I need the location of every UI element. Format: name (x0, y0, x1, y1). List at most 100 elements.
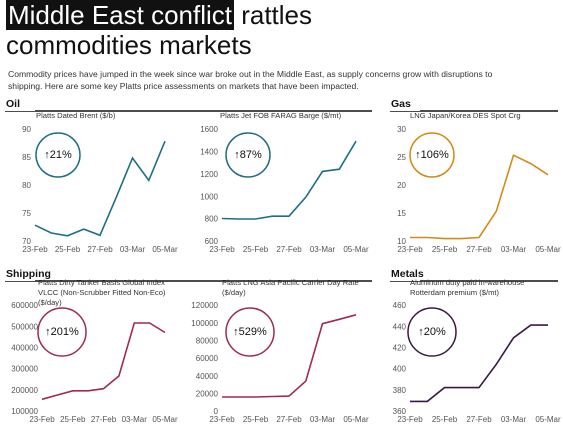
y-tick-label: 75 (22, 209, 31, 218)
y-tick-label: 400 (393, 365, 407, 374)
annotation: ↑201% (45, 326, 79, 338)
subtitle: Commodity prices have jumped in the week… (8, 69, 493, 91)
y-tick-label: 460 (393, 301, 407, 310)
section-tab (390, 98, 420, 111)
annotation: ↑529% (233, 326, 267, 338)
x-tick-label: 05-Mar (152, 415, 178, 424)
y-tick-label: 20000 (196, 389, 219, 398)
x-tick-label: 05-Mar (343, 415, 369, 424)
annotation: ↑21% (44, 149, 72, 161)
chart-title: Platts Dirty Tanker Basis Global Index V… (38, 278, 166, 307)
section-label: Metals (391, 268, 424, 280)
title-highlight: Middle East conflict (6, 0, 234, 30)
x-tick-label: 03-Mar (120, 245, 146, 254)
y-tick-label: 10 (397, 237, 406, 246)
y-tick-label: 15 (397, 209, 406, 218)
chart-title: Platts Jet FOB FARAG Barge ($/mt) (220, 111, 342, 120)
x-tick-label: 25-Feb (60, 415, 86, 424)
annotation: ↑20% (418, 326, 446, 338)
y-tick-label: 360 (393, 407, 407, 416)
y-tick-label: 1600 (200, 125, 218, 134)
x-tick-label: 05-Mar (535, 415, 561, 424)
y-tick-label: 400000 (11, 344, 38, 353)
x-tick-label: 23-Feb (397, 415, 423, 424)
x-tick-label: 23-Feb (209, 245, 235, 254)
annotation-circle (35, 132, 81, 178)
section-tab (5, 268, 35, 281)
line (34, 140, 166, 237)
y-tick-label: 60000 (196, 354, 219, 363)
x-tick-label: 03-Mar (501, 245, 527, 254)
x-tick-label: 23-Feb (29, 415, 55, 424)
chart-title: Platts Dated Brent ($/b) (36, 111, 116, 120)
y-tick-label: 100000 (11, 407, 38, 416)
y-tick-label: 500000 (11, 322, 38, 331)
x-tick-label: 23-Feb (22, 245, 48, 254)
y-tick-label: 1000 (200, 192, 218, 201)
x-tick-label: 25-Feb (432, 415, 458, 424)
y-tick-label: 25 (397, 153, 406, 162)
x-tick-label: 03-Mar (501, 415, 527, 424)
y-tick-label: 300000 (11, 365, 38, 374)
x-tick-label: 23-Feb (397, 245, 423, 254)
title-rest: rattles commodities markets (6, 0, 313, 60)
x-tick-label: 25-Feb (432, 245, 458, 254)
x-tick-label: 27-Feb (466, 415, 492, 424)
line (41, 322, 166, 401)
y-tick-label: 600 (205, 237, 219, 246)
x-tick-label: 27-Feb (91, 415, 117, 424)
y-tick-label: 380 (393, 386, 407, 395)
section-label: Shipping (6, 268, 51, 280)
x-tick-label: 05-Mar (152, 245, 178, 254)
x-tick-label: 03-Mar (310, 245, 336, 254)
section-label: Gas (391, 98, 411, 110)
title: Middle East conflict rattles commodities… (6, 0, 406, 60)
y-tick-label: 80000 (196, 336, 219, 345)
y-tick-label: 1200 (200, 170, 218, 179)
y-tick-label: 85 (22, 153, 31, 162)
x-tick-label: 23-Feb (209, 415, 235, 424)
section-tab (5, 98, 35, 111)
x-tick-label: 27-Feb (276, 245, 302, 254)
x-tick-label: 25-Feb (243, 415, 269, 424)
y-tick-label: 200000 (11, 386, 38, 395)
annotation: ↑106% (415, 149, 449, 161)
x-tick-label: 27-Feb (87, 245, 113, 254)
y-tick-label: 30 (397, 125, 406, 134)
x-tick-label: 03-Mar (310, 415, 336, 424)
section-tab (390, 268, 420, 281)
x-tick-label: 05-Mar (343, 245, 369, 254)
y-tick-label: 70 (22, 237, 31, 246)
y-tick-label: 90 (22, 125, 31, 134)
y-tick-label: 600000 (11, 301, 38, 310)
chart-title: Platts LNG Asia Pacific Carrier Day Rate… (222, 278, 359, 297)
y-tick-label: 440 (393, 322, 407, 331)
line (410, 324, 548, 403)
line (221, 140, 357, 220)
annotation-circle (225, 307, 275, 357)
x-tick-label: 27-Feb (466, 245, 492, 254)
x-tick-label: 03-Mar (122, 415, 148, 424)
y-tick-label: 1400 (200, 148, 218, 157)
chart-title: Aluminum duty paid in-warehouse Rotterda… (410, 278, 525, 297)
y-tick-label: 420 (393, 344, 407, 353)
y-tick-label: 40000 (196, 372, 219, 381)
line (410, 154, 549, 240)
y-tick-label: 120000 (191, 301, 218, 310)
annotation: ↑87% (234, 149, 262, 161)
x-tick-label: 27-Feb (276, 415, 302, 424)
x-tick-label: 05-Mar (535, 245, 561, 254)
section-label: Oil (6, 98, 20, 110)
annotation-circle (37, 307, 87, 357)
x-tick-label: 25-Feb (55, 245, 81, 254)
line (222, 314, 357, 398)
annotation-circle (225, 132, 271, 178)
x-tick-label: 25-Feb (243, 245, 269, 254)
y-tick-label: 20 (397, 181, 406, 190)
chart-title: LNG Japan/Korea DES Spot Crg (410, 111, 521, 120)
annotation-circle (409, 132, 455, 178)
y-tick-label: 0 (214, 407, 219, 416)
y-tick-label: 80 (22, 181, 31, 190)
